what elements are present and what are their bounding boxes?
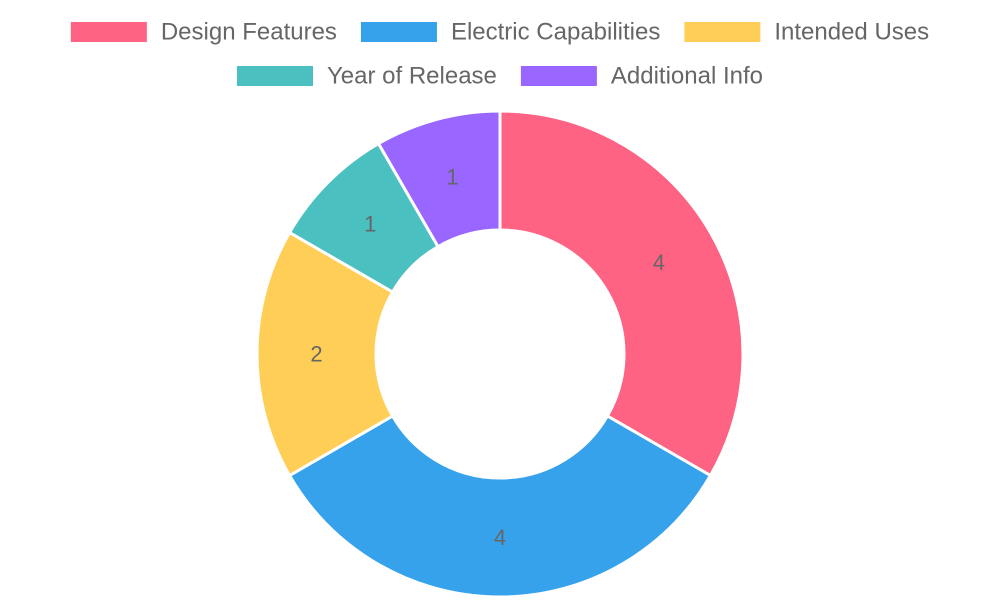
- legend-swatch-design-features: [70, 22, 147, 42]
- legend-item-electric-capabilities[interactable]: Electric Capabilities: [360, 19, 660, 46]
- legend-label-year-of-release: Year of Release: [327, 63, 497, 90]
- slice-electric-capabilities[interactable]: [288, 414, 712, 599]
- slice-intended-uses[interactable]: [255, 231, 395, 477]
- legend-item-design-features[interactable]: Design Features: [70, 19, 337, 46]
- slice-additional-info[interactable]: [377, 109, 502, 249]
- slice-value-label-electric-capabilities: 4: [494, 525, 506, 550]
- legend-swatch-intended-uses: [684, 22, 761, 42]
- legend-label-design-features: Design Features: [161, 19, 337, 46]
- legend-item-additional-info[interactable]: Additional Info: [520, 63, 763, 90]
- legend: Design Features Electric Capabilities Inte…: [70, 19, 929, 90]
- legend-swatch-electric-capabilities: [360, 22, 437, 42]
- doughnut-slices: [255, 109, 745, 599]
- legend-label-electric-capabilities: Electric Capabilities: [451, 19, 660, 46]
- slice-design-features[interactable]: [498, 109, 745, 477]
- legend-item-intended-uses[interactable]: Intended Uses: [684, 19, 929, 46]
- slice-value-label-intended-uses: 2: [310, 342, 322, 367]
- legend-label-additional-info: Additional Info: [611, 63, 763, 90]
- slice-value-label-additional-info: 1: [446, 164, 458, 189]
- legend-swatch-year-of-release: [236, 66, 313, 86]
- legend-label-intended-uses: Intended Uses: [774, 19, 929, 46]
- legend-item-year-of-release[interactable]: Year of Release: [236, 63, 497, 90]
- legend-swatch-additional-info: [520, 66, 597, 86]
- slice-value-label-design-features: 4: [653, 250, 665, 275]
- slice-value-label-year-of-release: 1: [364, 212, 376, 237]
- slice-value-labels: 4 4 2 1 1: [310, 164, 665, 550]
